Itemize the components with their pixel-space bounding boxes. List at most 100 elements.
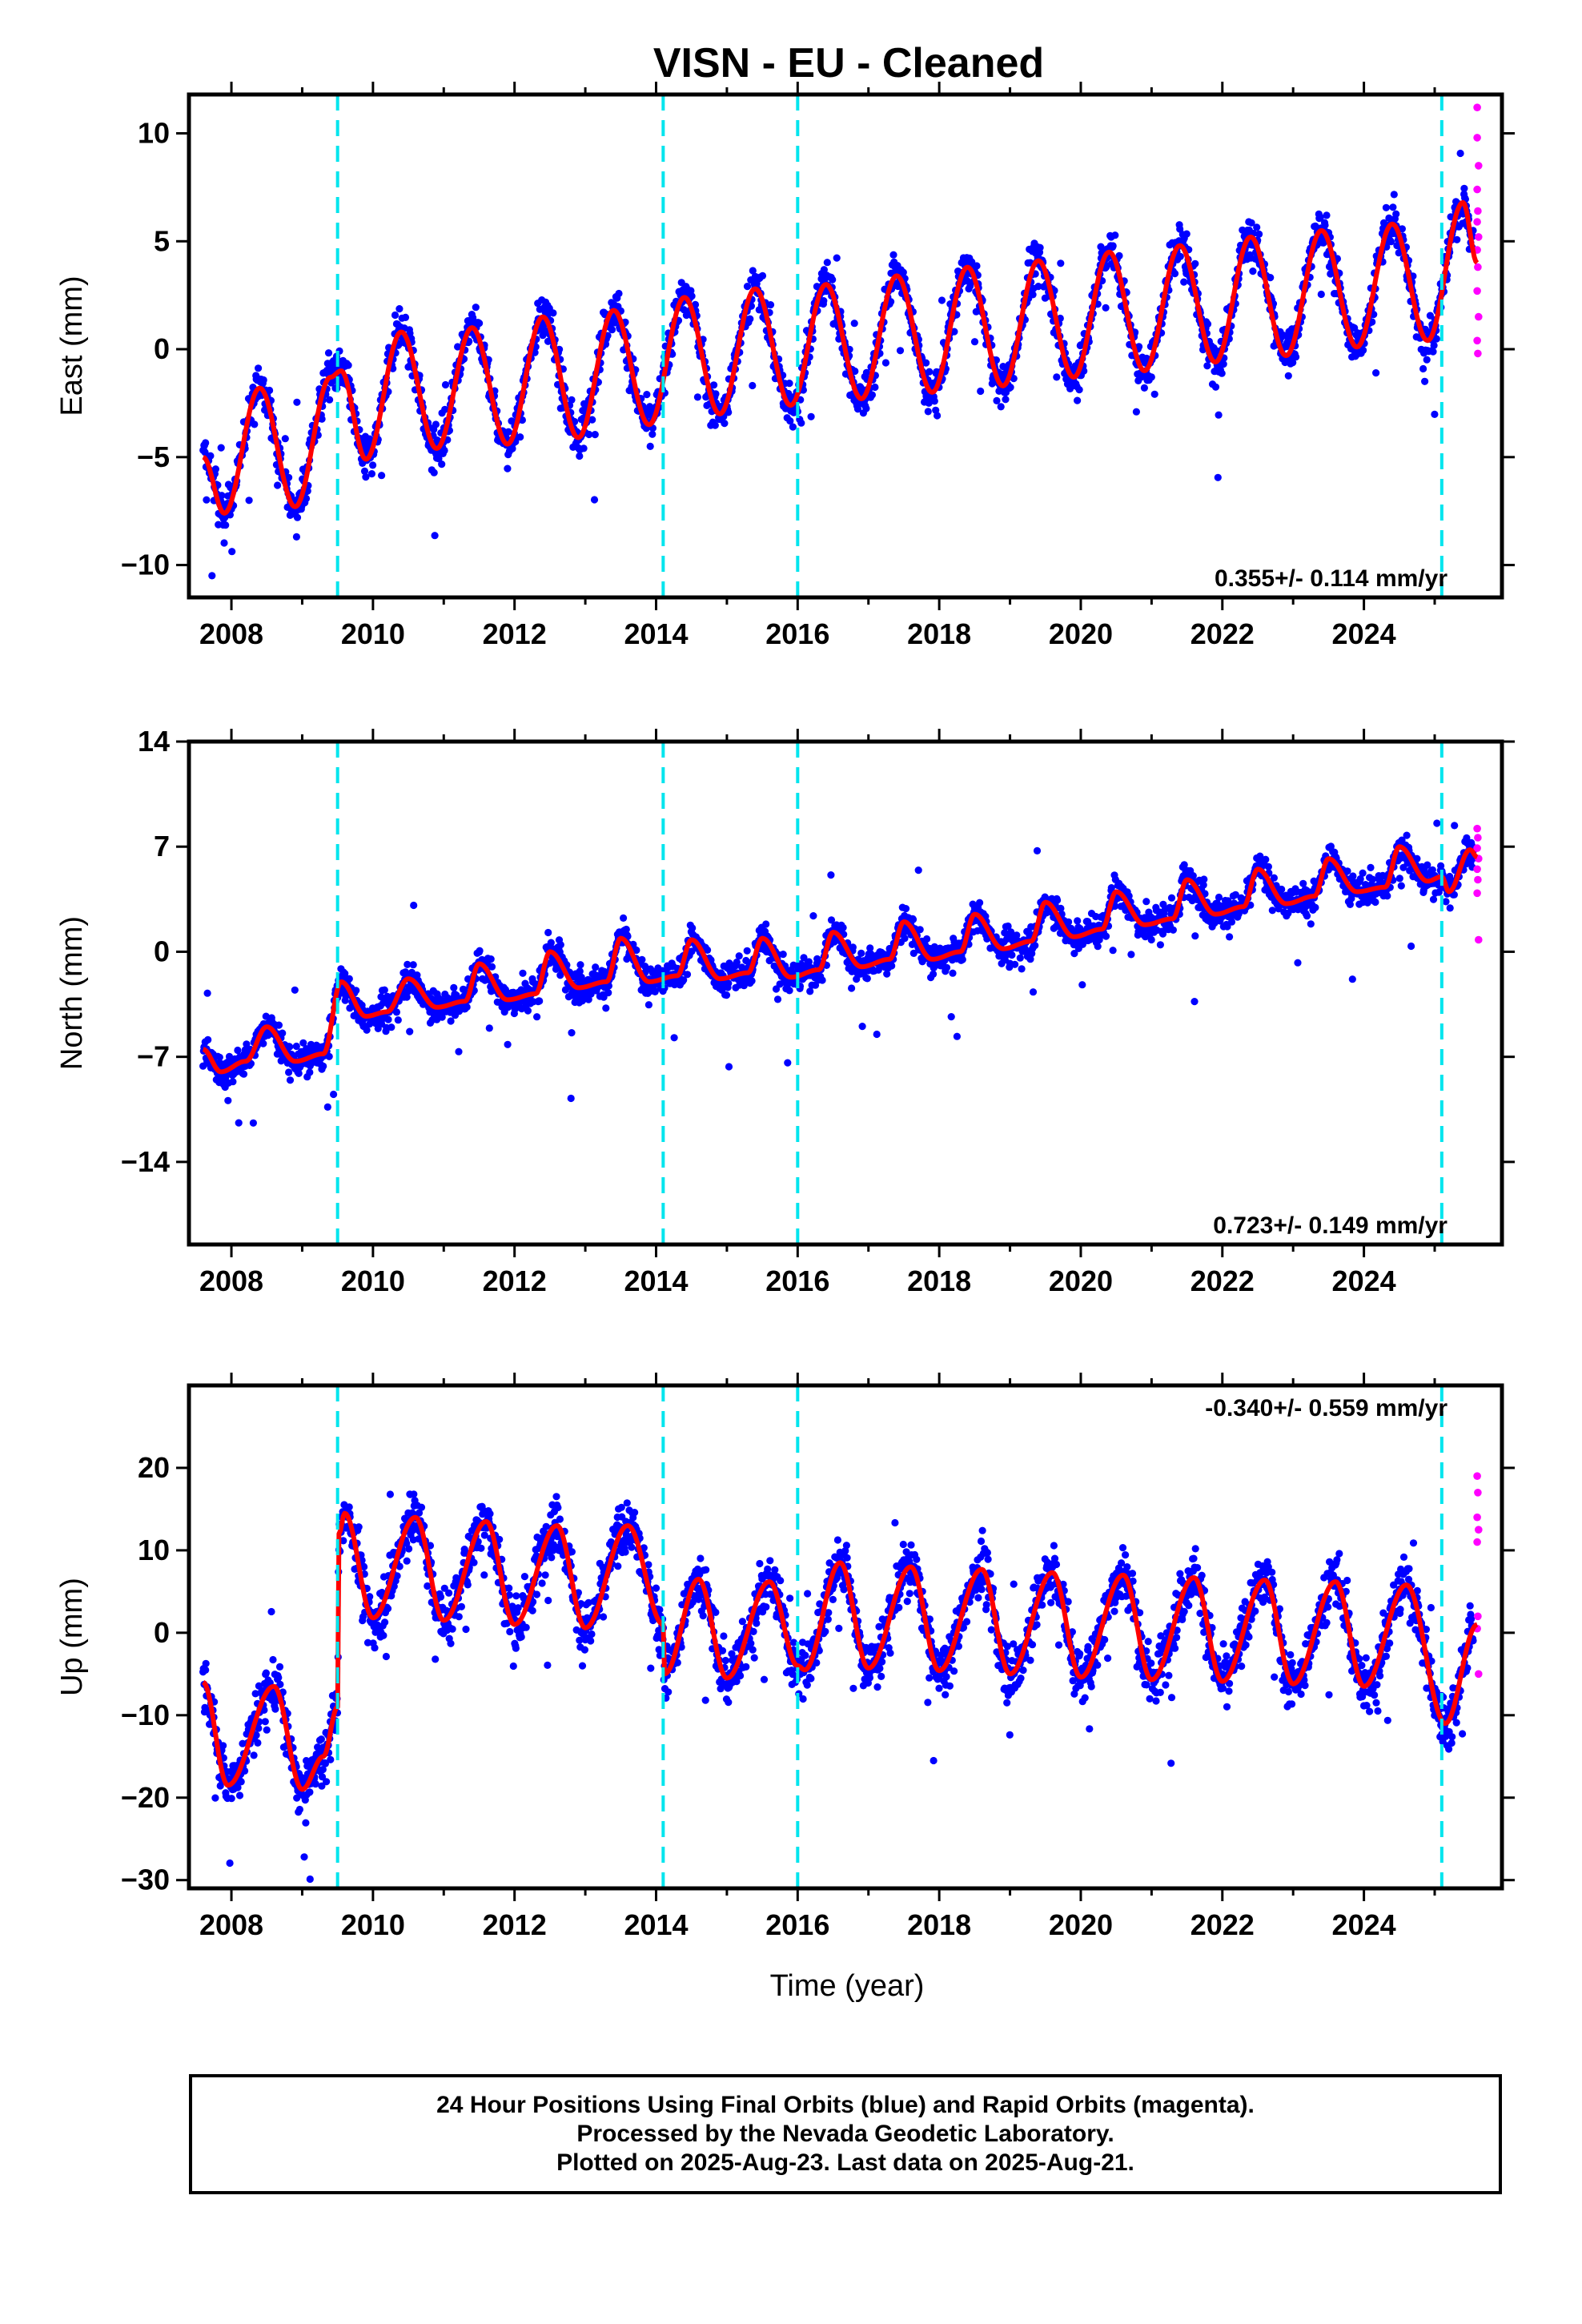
final-orbit-point [1203, 320, 1212, 328]
final-orbit-point [1432, 335, 1440, 343]
final-orbit-point [293, 398, 301, 406]
final-orbit-point [873, 1030, 881, 1039]
final-orbit-point [1453, 235, 1461, 243]
final-orbit-point [993, 396, 1001, 404]
final-orbit-point [403, 993, 411, 1001]
final-orbit-point [1226, 933, 1234, 941]
final-orbit-point [464, 975, 472, 983]
final-orbit-point [725, 979, 733, 987]
final-orbit-point [805, 958, 813, 966]
final-orbit-point [1460, 184, 1468, 192]
final-orbit-point [896, 347, 905, 355]
final-orbit-point [203, 496, 211, 504]
final-orbit-point [326, 396, 334, 404]
y-tick-label: 10 [138, 117, 170, 150]
final-orbit-point [1016, 954, 1024, 962]
final-orbit-point [1102, 304, 1110, 312]
final-orbit-point [806, 987, 814, 995]
final-orbit-point [245, 497, 253, 505]
final-orbit-point [620, 914, 628, 922]
final-orbit-point [1398, 225, 1406, 233]
final-orbit-point [712, 390, 720, 398]
final-orbit-point [1390, 191, 1398, 199]
final-orbit-point [325, 1052, 333, 1060]
final-orbit-point [1189, 872, 1197, 880]
rapid-orbit-point [1474, 349, 1482, 358]
final-orbit-point [1142, 898, 1150, 906]
final-orbit-point [387, 1023, 396, 1031]
final-orbit-point [1278, 885, 1286, 894]
final-orbit-point [947, 1013, 955, 1021]
final-orbit-point [646, 403, 654, 411]
final-orbit-point [950, 328, 958, 336]
final-orbit-point [1249, 267, 1257, 275]
final-orbit-point [858, 1023, 866, 1031]
final-orbit-point [487, 955, 495, 963]
final-orbit-point [784, 1059, 792, 1067]
final-orbit-point [1033, 846, 1042, 854]
final-orbit-point [1191, 259, 1199, 267]
x-tick-label: 2010 [341, 617, 405, 650]
x-tick-label: 2022 [1191, 617, 1255, 650]
final-orbit-point [472, 304, 480, 312]
final-orbit-point [604, 989, 612, 997]
y-tick-label: 5 [154, 224, 170, 257]
final-orbit-point [1013, 931, 1021, 939]
final-orbit-point [533, 1013, 541, 1021]
final-orbit-point [930, 397, 938, 405]
final-orbit-point [958, 955, 966, 963]
final-orbit-point [1219, 360, 1227, 368]
final-orbit-point [820, 297, 828, 305]
final-orbit-point [683, 971, 692, 979]
final-orbit-point [785, 987, 793, 995]
final-orbit-point [1147, 373, 1155, 381]
final-orbit-point [435, 455, 443, 463]
final-orbit-point [259, 1039, 267, 1047]
final-orbit-point [632, 946, 640, 955]
final-orbit-point [866, 944, 874, 952]
final-orbit-point [352, 987, 360, 995]
final-orbit-point [261, 406, 269, 414]
final-orbit-point [1423, 356, 1431, 364]
final-orbit-point [1214, 473, 1222, 481]
final-orbit-point [1010, 375, 1018, 383]
y-tick-label: −5 [137, 440, 170, 473]
final-orbit-point [576, 961, 584, 969]
final-orbit-point [1167, 894, 1176, 902]
final-orbit-point [249, 1119, 257, 1127]
final-orbit-point [1299, 879, 1307, 887]
final-orbit-point [306, 1068, 314, 1076]
final-orbit-point [848, 984, 856, 992]
final-orbit-point [1075, 386, 1083, 394]
final-orbit-point [285, 1068, 293, 1076]
final-orbit-point [1102, 263, 1110, 271]
final-orbit-point [588, 416, 596, 424]
final-orbit-point [277, 1057, 285, 1065]
final-orbit-point [217, 444, 225, 452]
final-orbit-point [234, 1046, 242, 1055]
final-orbit-point [1255, 230, 1263, 238]
final-orbit-point [450, 983, 458, 991]
final-orbit-point [725, 1063, 733, 1071]
rapid-orbit-point [1473, 185, 1481, 194]
final-orbit-point [592, 963, 600, 971]
final-orbit-point [1115, 251, 1123, 259]
final-orbit-point [1182, 230, 1191, 238]
final-orbit-point [568, 1029, 576, 1037]
x-tick-label: 2016 [765, 617, 829, 650]
final-orbit-point [299, 1039, 307, 1047]
final-orbit-point [670, 1034, 678, 1042]
final-orbit-point [839, 923, 847, 931]
final-orbit-point [292, 533, 300, 541]
final-orbit-point [516, 433, 524, 441]
final-orbit-point [1268, 907, 1276, 915]
y-tick-label: 0 [154, 332, 170, 365]
final-orbit-point [1316, 213, 1324, 221]
final-orbit-point [384, 1015, 392, 1023]
panel-north: 2008 2010 2012 2014 2016 2018 2020 2022 2024−14−… [55, 725, 1515, 1297]
final-orbit-point [733, 958, 741, 967]
final-orbit-point [454, 343, 462, 351]
final-orbit-point [504, 428, 512, 436]
final-orbit-point [1227, 918, 1236, 926]
final-orbit-point [404, 960, 412, 968]
